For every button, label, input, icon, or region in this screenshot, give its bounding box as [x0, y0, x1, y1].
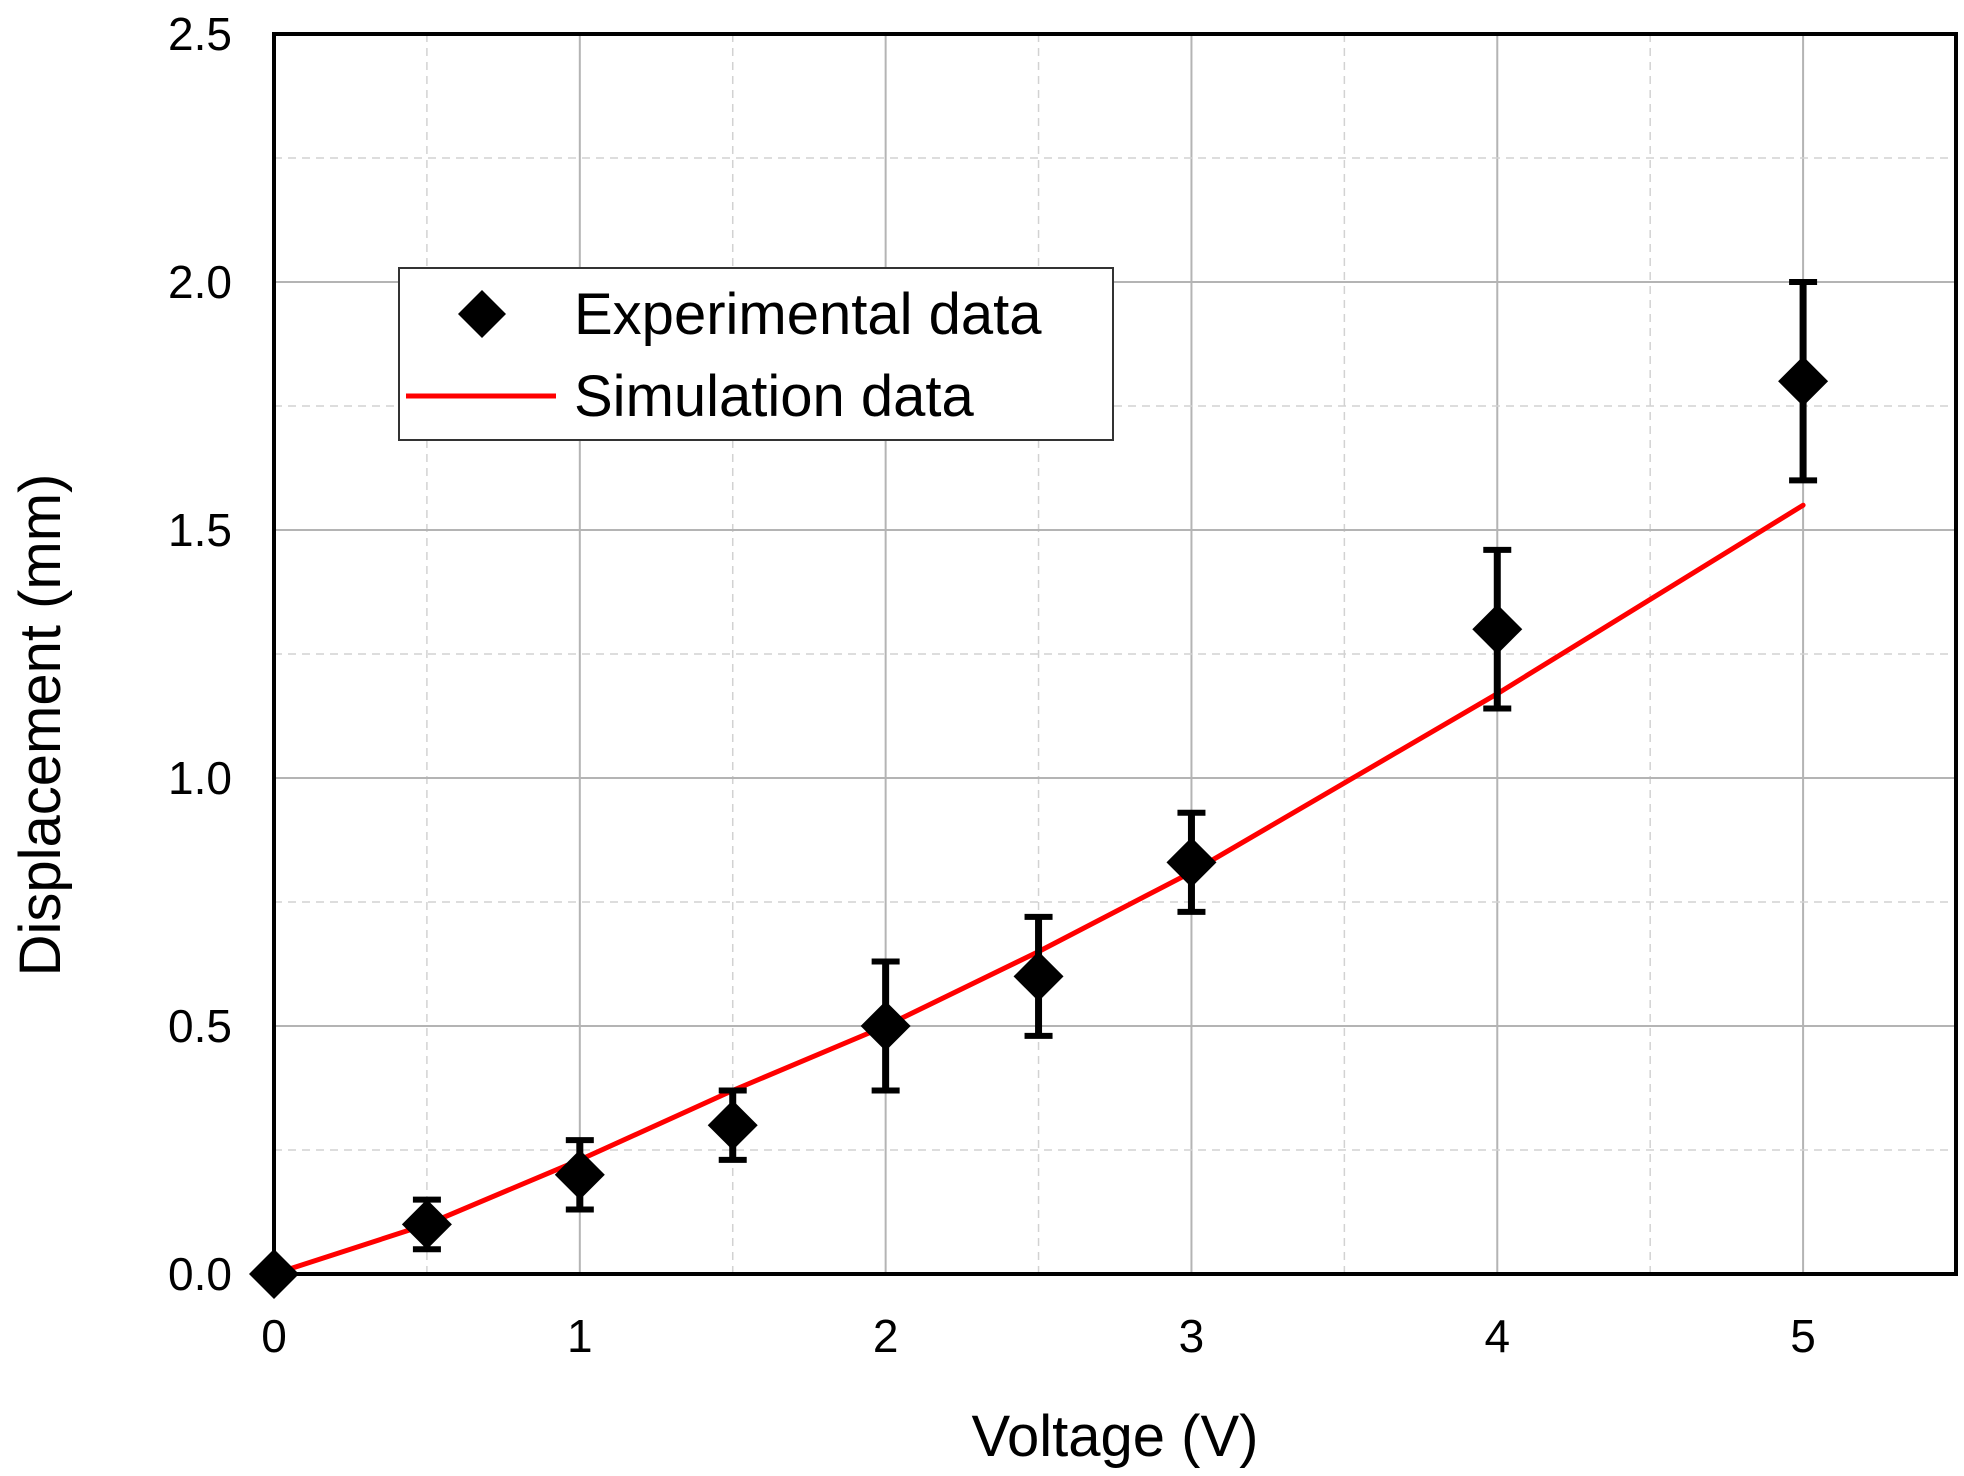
legend-box — [398, 267, 1114, 441]
experimental-data-point — [860, 1001, 911, 1051]
y-axis-title: Displacement (mm) — [8, 474, 73, 977]
series-layer — [249, 279, 1829, 1299]
experimental-data-point — [1013, 951, 1064, 1002]
x-tick-label: 3 — [1179, 1310, 1205, 1362]
y-tick-label: 0.5 — [168, 1000, 232, 1052]
experimental-data-point — [554, 1149, 605, 1200]
y-tick-label: 0.0 — [168, 1248, 232, 1300]
experimental-data-point — [1166, 837, 1217, 888]
legend-experimental-marker — [458, 290, 506, 338]
experimental-data-point — [1472, 604, 1523, 655]
x-axis-title: Voltage (V) — [972, 1404, 1259, 1469]
axis-ticks: 0 1 2 3 4 5 0.0 0.5 1.0 1.5 2.0 2.5 — [168, 8, 1816, 1362]
experimental-data-point — [707, 1100, 758, 1151]
x-tick-label: 5 — [1790, 1310, 1816, 1362]
y-tick-label: 1.5 — [168, 504, 232, 556]
x-tick-label: 2 — [873, 1310, 899, 1362]
x-tick-label: 4 — [1484, 1310, 1510, 1362]
x-tick-label: 0 — [261, 1310, 287, 1362]
legend-experimental-label: Experimental data — [574, 282, 1042, 347]
legend: Experimental data Simulation data — [398, 267, 1114, 441]
experimental-data-point — [401, 1199, 452, 1250]
legend-simulation-label: Simulation data — [574, 364, 975, 429]
plot-area-frame — [272, 32, 1958, 1276]
x-tick-label: 1 — [567, 1310, 593, 1362]
experimental-data-point — [1778, 356, 1829, 407]
y-tick-label: 1.0 — [168, 752, 232, 804]
y-tick-label: 2.5 — [168, 8, 232, 60]
y-tick-label: 2.0 — [168, 256, 232, 308]
